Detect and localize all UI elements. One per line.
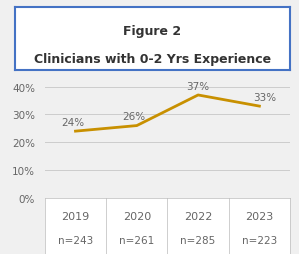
Text: n=261: n=261 [119, 235, 154, 245]
Text: 2023: 2023 [245, 211, 274, 221]
Text: n=223: n=223 [242, 235, 277, 245]
Text: 37%: 37% [187, 81, 210, 91]
Text: 2019: 2019 [61, 211, 90, 221]
Text: 2020: 2020 [123, 211, 151, 221]
Text: 26%: 26% [122, 112, 145, 122]
Text: n=243: n=243 [58, 235, 93, 245]
Text: 2022: 2022 [184, 211, 212, 221]
Text: n=285: n=285 [181, 235, 216, 245]
Text: Figure 2: Figure 2 [123, 25, 181, 38]
Text: 24%: 24% [61, 117, 84, 127]
Text: 33%: 33% [253, 92, 276, 102]
Text: Clinicians with 0-2 Yrs Experience: Clinicians with 0-2 Yrs Experience [34, 53, 271, 66]
